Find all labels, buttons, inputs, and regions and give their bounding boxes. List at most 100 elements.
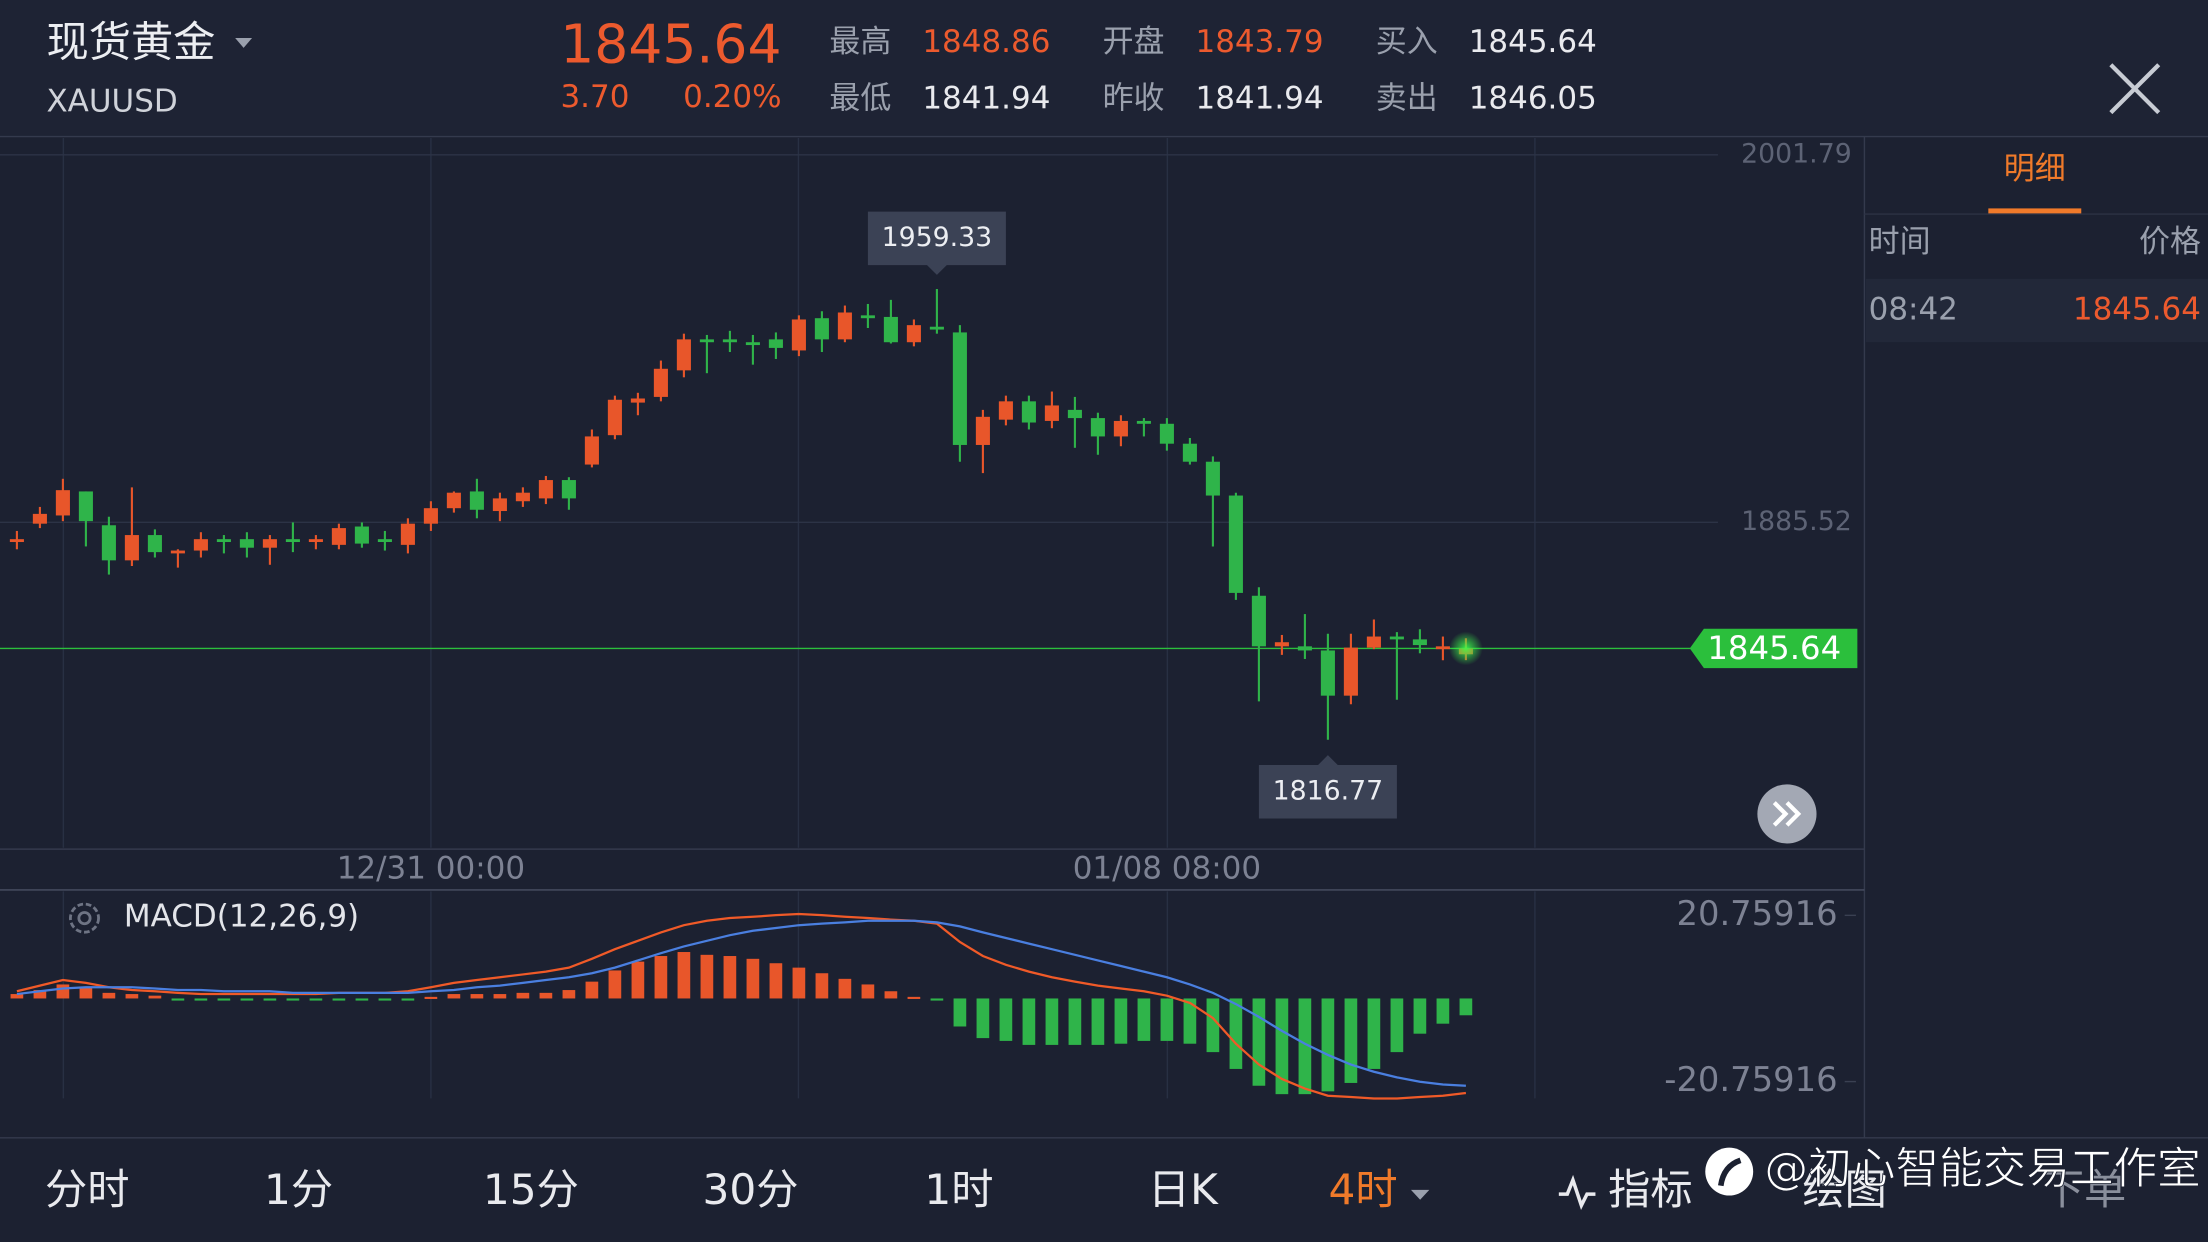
- macd-bar: [332, 998, 346, 1001]
- candle-body: [722, 339, 737, 343]
- quote-value: 1845.64: [1469, 24, 1597, 60]
- macd-bar: [102, 992, 116, 999]
- candle-body: [1389, 636, 1404, 640]
- instrument-name[interactable]: 现货黄金: [46, 18, 215, 67]
- candle-body: [538, 480, 553, 499]
- macd-bar: [585, 981, 599, 999]
- macd-bar: [608, 970, 622, 999]
- close-button[interactable]: [2109, 63, 2161, 115]
- tab-underline: [1988, 208, 2082, 215]
- macd-bar: [263, 998, 277, 1001]
- toolbar-item[interactable]: 1时: [924, 1165, 993, 1214]
- macd-bar: [838, 978, 852, 999]
- candle-body: [1320, 650, 1335, 696]
- candle-body: [1067, 409, 1082, 419]
- macd-line: [16, 912, 1467, 1100]
- toolbar-item[interactable]: 4时: [1329, 1165, 1398, 1214]
- candle-body: [515, 492, 530, 502]
- toolbar-item[interactable]: 分时: [45, 1165, 129, 1214]
- candle-body: [1044, 405, 1059, 421]
- macd-bar: [424, 996, 438, 999]
- candle-body: [1228, 495, 1243, 593]
- candle-body: [1366, 636, 1381, 648]
- candle-body: [1113, 420, 1128, 437]
- macd-bar: [194, 998, 208, 1001]
- indicator-title: MACD(12,26,9): [124, 899, 359, 935]
- candle-body: [561, 480, 576, 499]
- toolbar-item[interactable]: 绘图: [1802, 1165, 1886, 1214]
- macd-bar: [378, 998, 392, 1001]
- macd-bar: [1252, 998, 1266, 1086]
- toolbar-item[interactable]: 指标: [1608, 1165, 1692, 1214]
- candle-body: [1205, 461, 1220, 496]
- candle-body: [814, 318, 829, 340]
- column-header: 时间: [1869, 224, 1931, 260]
- candle-body: [1274, 642, 1289, 647]
- candle-body: [630, 398, 645, 403]
- macd-bar: [907, 996, 921, 999]
- macd-bar: [1229, 998, 1243, 1069]
- quote-value: 1843.79: [1196, 24, 1324, 60]
- macd-bar: [1183, 998, 1197, 1044]
- macd-bar: [516, 992, 530, 999]
- candle-body: [32, 513, 47, 524]
- candle-body: [216, 539, 231, 543]
- y-tick-label: 2001.79: [1741, 138, 1852, 169]
- macd-bar: [562, 990, 576, 999]
- toolbar-item[interactable]: 1分: [264, 1165, 333, 1214]
- macd-bar: [792, 967, 806, 999]
- column-header: 价格: [2139, 224, 2201, 260]
- macd-bar: [861, 984, 875, 999]
- macd-bar: [930, 998, 944, 1001]
- macd-bar: [1068, 998, 1082, 1045]
- price: 1845.64: [560, 13, 781, 76]
- macd-bar: [171, 998, 185, 1001]
- detail-row: [1865, 278, 2208, 343]
- macd-bar: [447, 994, 461, 999]
- macd-bar: [217, 998, 231, 1001]
- candle-body: [446, 492, 461, 509]
- candle-body: [1412, 639, 1427, 646]
- x-tick-label: 01/08 08:00: [1073, 851, 1261, 887]
- candle-body: [1435, 646, 1450, 650]
- macd-bar: [1298, 998, 1312, 1095]
- watermark-text: @初心智能交易工作室: [1764, 1144, 2200, 1195]
- toolbar-item[interactable]: 30分: [703, 1165, 799, 1214]
- candle-body: [1297, 646, 1312, 651]
- candle-body: [584, 436, 599, 465]
- detail-tab[interactable]: 明细: [2004, 151, 2066, 187]
- macd-bar: [1367, 998, 1381, 1069]
- macd-bar: [1045, 998, 1059, 1045]
- x-tick-label: 12/31 00:00: [337, 851, 525, 887]
- candle-body: [676, 339, 691, 371]
- quote-label: 开盘: [1103, 24, 1165, 60]
- macd-bar: [470, 994, 484, 999]
- high-callout: [867, 211, 1006, 275]
- macd-bar: [1137, 998, 1151, 1041]
- candle-body: [78, 491, 93, 522]
- macd-bar: [746, 958, 760, 999]
- dropdown-icon[interactable]: [235, 38, 253, 48]
- candle-body: [607, 399, 622, 436]
- candle-body: [193, 539, 208, 551]
- toolbar-item[interactable]: 日K: [1148, 1165, 1219, 1214]
- quote-label: 最高: [829, 24, 891, 60]
- toolbar-item[interactable]: 15分: [483, 1165, 579, 1214]
- candle-body: [354, 526, 369, 544]
- quote-value: 1848.86: [922, 24, 1050, 60]
- settings-icon[interactable]: [69, 902, 100, 934]
- change: 3.70: [560, 79, 629, 115]
- toolbar-item[interactable]: 下单: [2042, 1165, 2126, 1214]
- scroll-button[interactable]: [1757, 784, 1817, 844]
- candle-body: [998, 401, 1013, 420]
- candle-body: [1159, 423, 1174, 444]
- candle-body: [285, 539, 300, 543]
- macd-bar: [10, 994, 24, 999]
- candle-body: [1343, 647, 1358, 696]
- y-tick-label: 1885.52: [1741, 506, 1852, 537]
- candle-body: [952, 332, 967, 445]
- quote-value: 1846.05: [1469, 80, 1597, 116]
- dropdown-icon: [1410, 1189, 1430, 1200]
- macd-bar: [1390, 998, 1404, 1053]
